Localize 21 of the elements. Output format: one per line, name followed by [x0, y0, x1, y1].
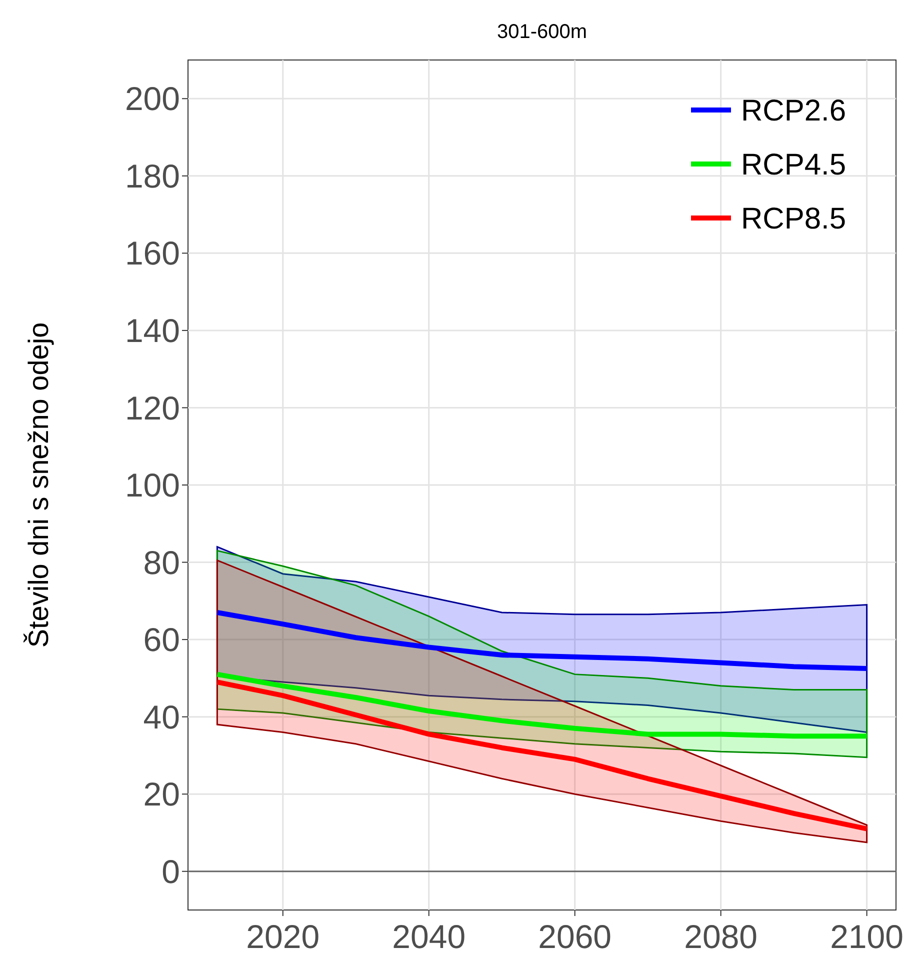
y-tick-label: 40 [143, 698, 180, 736]
x-tick-label: 2060 [538, 918, 612, 955]
legend-label: RCP2.6 [741, 94, 846, 128]
y-tick-label: 100 [124, 466, 180, 504]
x-tick-label: 2040 [392, 918, 466, 955]
y-tick-label: 180 [124, 157, 180, 194]
y-tick-label: 160 [124, 234, 180, 272]
y-tick-label: 120 [124, 389, 180, 426]
y-axis-title: Število dni s snežno odejo [23, 322, 54, 648]
y-tick-label: 140 [124, 312, 180, 350]
y-tick-label: 80 [143, 544, 180, 581]
legend-label: RCP8.5 [741, 202, 846, 236]
y-tick-label: 60 [143, 621, 180, 658]
y-tick-label: 20 [143, 776, 180, 813]
x-tick-label: 2080 [684, 918, 758, 955]
y-tick-label: 0 [162, 852, 180, 890]
chart-title: 301-600m [496, 21, 588, 43]
x-tick-label: 2100 [830, 918, 904, 955]
legend-label: RCP4.5 [741, 148, 846, 182]
x-tick-label: 2020 [246, 918, 320, 955]
y-tick-label: 200 [124, 80, 180, 118]
